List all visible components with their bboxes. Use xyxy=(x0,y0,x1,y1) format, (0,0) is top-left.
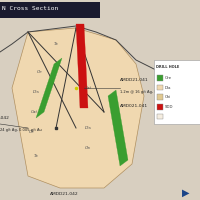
Text: DRILL HOLE: DRILL HOLE xyxy=(156,65,180,69)
Text: Dts: Dts xyxy=(85,126,91,130)
Polygon shape xyxy=(12,28,144,188)
Polygon shape xyxy=(108,90,128,166)
Text: Cat: Cat xyxy=(84,86,92,90)
Text: Oa: Oa xyxy=(85,146,91,150)
Text: 24 g/t Ag, 0.005 g/t Au: 24 g/t Ag, 0.005 g/t Au xyxy=(0,128,42,132)
Text: AMDD21-042: AMDD21-042 xyxy=(50,192,78,196)
Text: Cat: Cat xyxy=(30,110,38,114)
Text: Oe: Oe xyxy=(37,70,43,74)
Bar xyxy=(157,114,163,119)
Bar xyxy=(154,60,200,124)
Text: SDD: SDD xyxy=(165,105,174,109)
Text: Ta: Ta xyxy=(34,154,38,158)
Text: N Cross Section: N Cross Section xyxy=(2,6,58,11)
Text: Ta: Ta xyxy=(54,42,58,46)
Bar xyxy=(157,75,163,81)
Text: Dts: Dts xyxy=(33,90,39,94)
Text: ▶: ▶ xyxy=(182,188,190,198)
Text: Chi: Chi xyxy=(165,95,171,99)
Text: -042: -042 xyxy=(0,116,10,120)
Text: Dia: Dia xyxy=(165,86,172,90)
Text: Ore: Ore xyxy=(165,76,172,80)
Text: AMD021-041: AMD021-041 xyxy=(120,104,148,108)
Text: Oe: Oe xyxy=(29,130,35,134)
Polygon shape xyxy=(76,24,88,108)
Bar xyxy=(157,104,163,110)
Bar xyxy=(157,85,163,90)
Bar xyxy=(157,94,163,100)
Text: AMDD21-041: AMDD21-041 xyxy=(120,78,149,82)
Bar xyxy=(0,2,100,18)
Polygon shape xyxy=(36,58,62,118)
Text: 1.2m @ 16 g/t Ag, 0.03 g/t Au: 1.2m @ 16 g/t Ag, 0.03 g/t Au xyxy=(120,90,174,94)
